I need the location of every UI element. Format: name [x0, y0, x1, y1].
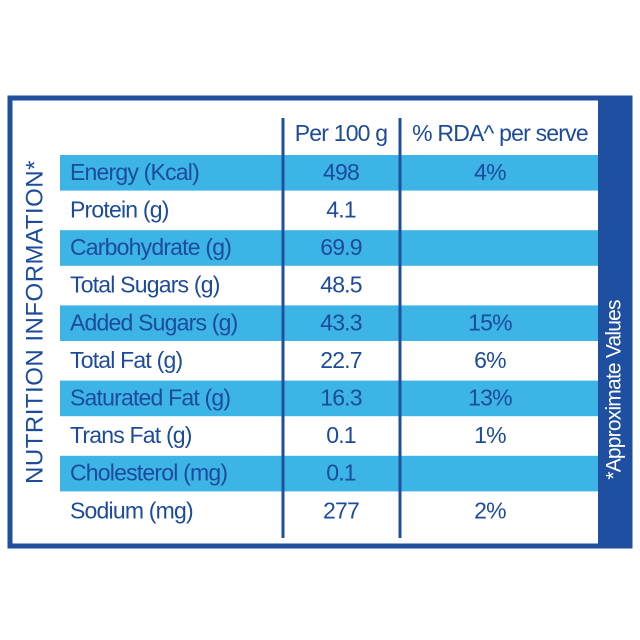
nutrient-name: Protein (g) [70, 196, 169, 222]
nutrient-value: 0.1 [326, 422, 356, 448]
nutrient-value: 0.1 [326, 460, 356, 486]
nutrient-value: 498 [323, 159, 359, 185]
row-band [60, 230, 598, 266]
side-note: *Approximate Values [603, 300, 626, 480]
column-header: Per 100 g [295, 120, 388, 146]
table: Energy (Kcal) 498 4% Protein (g) 4.1 Carbohyd… [60, 155, 598, 523]
nutrient-name: Carbohydrate (g) [70, 234, 231, 260]
nutrient-value: 4.1 [326, 196, 356, 222]
nutrient-name: Energy (Kcal) [70, 159, 199, 185]
nutrient-value: 2% [474, 497, 506, 523]
nutrient-value: 15% [468, 309, 512, 335]
nutrient-value: 277 [323, 497, 359, 523]
nutrient-value: 22.7 [320, 347, 362, 373]
row-band [60, 380, 598, 417]
nutrient-value: 69.9 [320, 234, 362, 260]
nutrient-name: Trans Fat (g) [70, 422, 192, 448]
nutrient-name: Added Sugars (g) [70, 309, 238, 335]
nutrient-value: 16.3 [320, 384, 362, 410]
nutrient-name: Total Sugars (g) [70, 272, 220, 298]
nutrient-value: 13% [468, 384, 512, 410]
nutrient-name: Total Fat (g) [70, 347, 182, 373]
nutrient-value: 1% [474, 422, 506, 448]
row-band [60, 155, 598, 191]
nutrient-name: Cholesterol (mg) [70, 460, 227, 486]
row-band [60, 455, 598, 492]
side-title: NUTRITION INFORMATION* [21, 160, 48, 484]
nutrient-value: 4% [474, 159, 506, 185]
nutrient-value: 6% [474, 347, 506, 373]
nutrient-name: Sodium (mg) [70, 497, 193, 523]
nutrient-value: 48.5 [320, 272, 362, 298]
nutrient-name: Saturated Fat (g) [70, 384, 230, 410]
side-strip [598, 98, 630, 546]
nutrient-value: 43.3 [320, 309, 362, 335]
row-band [60, 305, 598, 341]
column-header: % RDA^ per serve [412, 120, 588, 146]
